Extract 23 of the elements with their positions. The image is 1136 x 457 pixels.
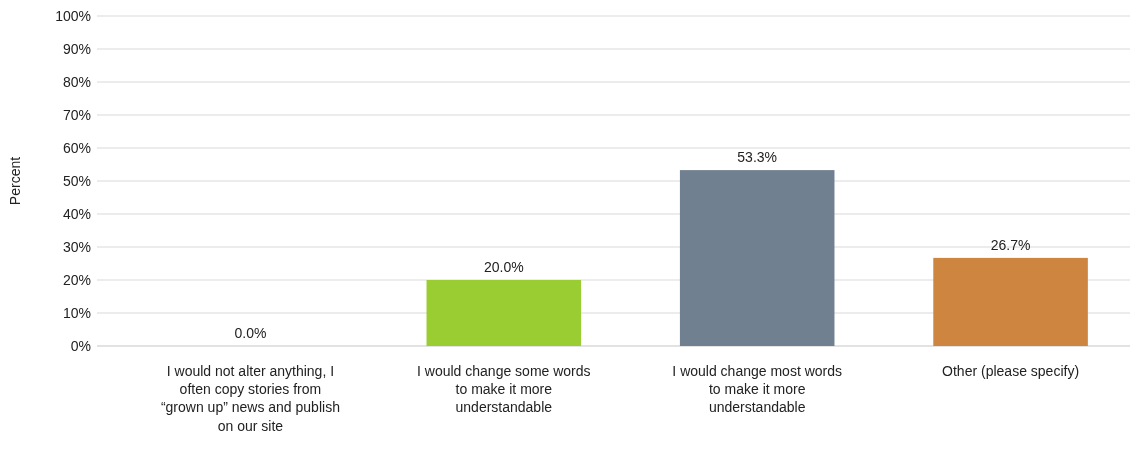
x-tick-label: I would change most words to make it more understandable [672, 363, 843, 416]
y-tick-label: 40% [62, 205, 91, 222]
y-tick-label: 20% [62, 271, 91, 288]
y-tick-label: 70% [62, 106, 91, 123]
data-label: 0.0% [234, 325, 267, 341]
y-tick-label: 30% [62, 238, 91, 255]
y-tick-label: 80% [62, 73, 91, 90]
bar [933, 257, 1088, 346]
y-axis-title: Percent [7, 156, 23, 206]
y-tick-label: 50% [62, 172, 91, 189]
y-tick-label: 60% [62, 139, 91, 156]
y-tick-label: 10% [62, 304, 91, 321]
data-label: 53.3% [737, 149, 778, 166]
y-tick-label: 0% [70, 337, 91, 354]
x-tick-label: I would change some words to make it more understandable [417, 363, 591, 416]
bar [679, 170, 835, 346]
data-label: 26.7% [990, 236, 1031, 253]
x-tick-label: Other (please specify) [942, 363, 1080, 379]
data-label: 20.0% [483, 259, 524, 275]
x-tick-label: I would not alter anything, I often copy stories from “grown up” news and publish on our site [160, 363, 340, 434]
bar [426, 280, 582, 346]
y-tick-label: 100% [55, 7, 91, 24]
y-tick-label: 90% [62, 40, 91, 57]
